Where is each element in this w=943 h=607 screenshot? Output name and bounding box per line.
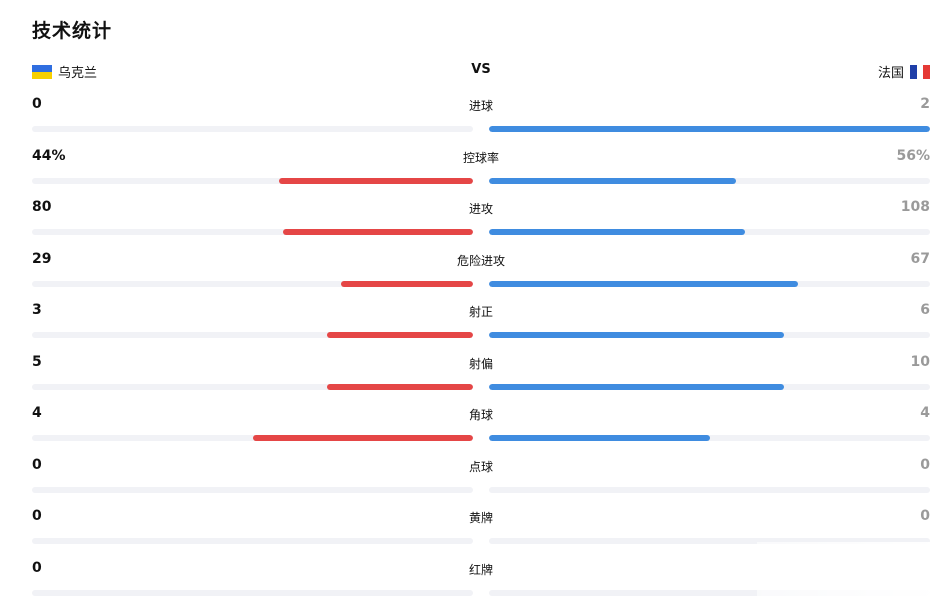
- stat-label: 射正: [32, 303, 930, 320]
- home-bar-fill: [253, 435, 474, 441]
- home-bar-track: [32, 435, 473, 441]
- away-stat-value: 4: [920, 405, 930, 421]
- away-bar-fill: [489, 435, 710, 441]
- home-bar-fill: [341, 281, 473, 287]
- away-bar-fill: [489, 178, 736, 184]
- home-bar-track: [32, 332, 473, 338]
- away-stat-value: 2: [920, 96, 930, 112]
- away-bar-fill: [489, 126, 930, 132]
- stat-label: 射偏: [32, 355, 930, 372]
- home-bar-track: [32, 229, 473, 235]
- away-bar-fill: [489, 384, 784, 390]
- away-bar-fill: [489, 281, 798, 287]
- home-bar-track: [32, 384, 473, 390]
- home-bar-track: [32, 590, 473, 596]
- stat-label: 黄牌: [32, 509, 930, 526]
- away-bar-track: [489, 487, 930, 493]
- away-bar-track: [489, 281, 930, 287]
- away-stat-value: 56%: [896, 148, 930, 164]
- stat-label: 危险进攻: [32, 252, 930, 269]
- away-bar-fill: [489, 229, 745, 235]
- away-stat-value: 6: [920, 302, 930, 318]
- home-bar-track: [32, 126, 473, 132]
- stat-label: 进攻: [32, 200, 930, 217]
- france-flag-icon: [910, 65, 930, 79]
- home-team: 乌克兰: [32, 62, 97, 81]
- away-bar-fill: [489, 332, 784, 338]
- stat-label: 点球: [32, 458, 930, 475]
- ukraine-flag-icon: [32, 65, 52, 79]
- home-bar-track: [32, 178, 473, 184]
- away-team-name: 法国: [878, 62, 904, 81]
- stat-label: 进球: [32, 97, 930, 114]
- home-bar-track: [32, 538, 473, 544]
- home-bar-track: [32, 487, 473, 493]
- away-bar-track: [489, 384, 930, 390]
- away-stat-value: 0: [920, 508, 930, 524]
- away-stat-value: 108: [901, 199, 930, 215]
- away-stat-value: 10: [911, 354, 930, 370]
- away-bar-track: [489, 178, 930, 184]
- page-title: 技术统计: [32, 16, 112, 43]
- home-team-name: 乌克兰: [58, 62, 97, 81]
- home-bar-fill: [283, 229, 473, 235]
- away-stat-value: 67: [911, 251, 930, 267]
- teams-header: 乌克兰 VS 法国: [32, 62, 930, 80]
- home-bar-track: [32, 281, 473, 287]
- vs-label: VS: [32, 62, 930, 77]
- away-bar-track: [489, 435, 930, 441]
- stat-label: 角球: [32, 406, 930, 423]
- bottom-right-fade: [757, 542, 943, 598]
- home-bar-fill: [279, 178, 473, 184]
- away-bar-track: [489, 126, 930, 132]
- home-bar-fill: [327, 384, 473, 390]
- home-bar-fill: [327, 332, 473, 338]
- away-bar-track: [489, 332, 930, 338]
- stat-label: 控球率: [32, 149, 930, 166]
- away-team: 法国: [878, 62, 930, 81]
- away-bar-track: [489, 229, 930, 235]
- away-stat-value: 0: [920, 457, 930, 473]
